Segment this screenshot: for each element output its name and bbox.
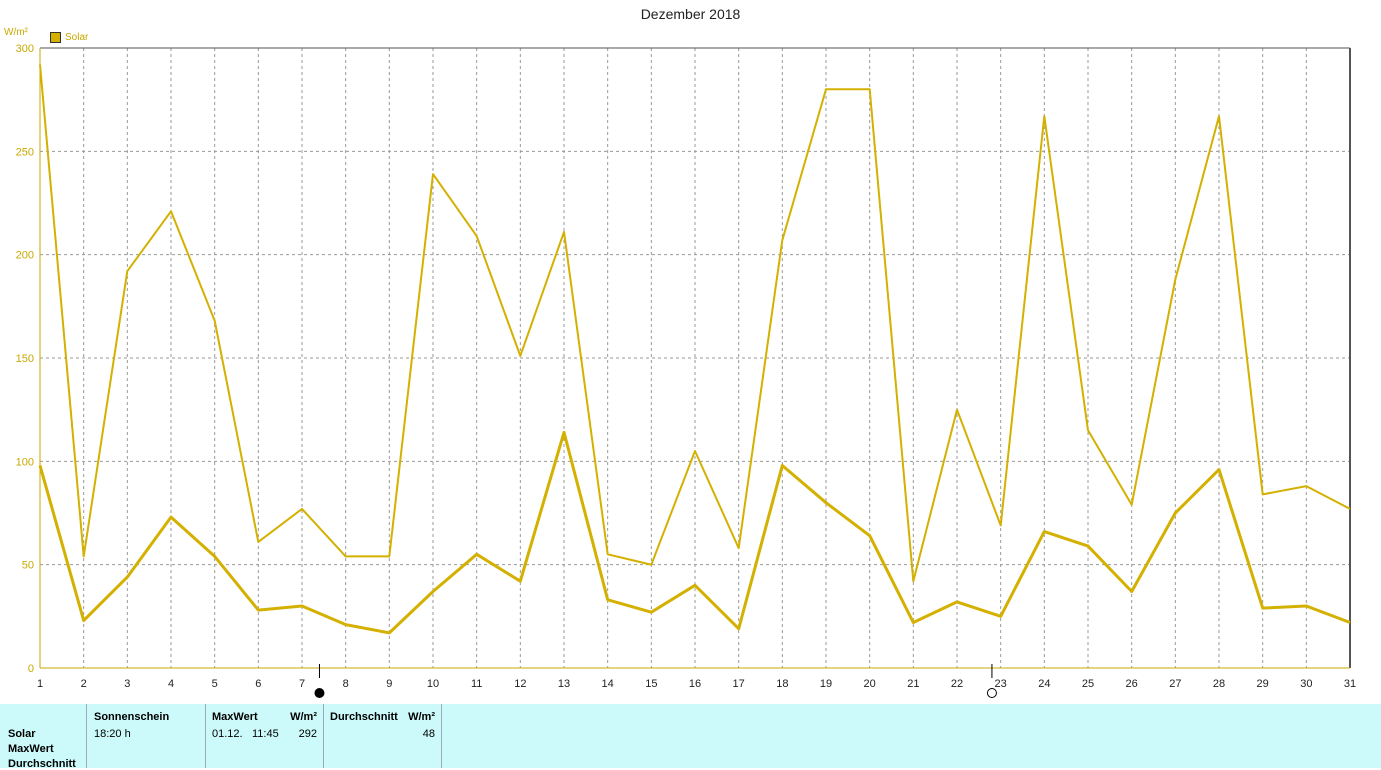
- y-tick-label: 250: [16, 146, 34, 158]
- x-tick-label: 21: [907, 678, 919, 690]
- x-tick-label: 31: [1344, 678, 1356, 690]
- x-tick-label: 4: [168, 678, 174, 690]
- x-tick-label: 23: [995, 678, 1007, 690]
- y-tick-label: 150: [16, 353, 34, 365]
- y-tick-label: 300: [16, 43, 34, 55]
- durchschnitt-unit: W/m²: [408, 711, 435, 723]
- x-tick-label: 20: [864, 678, 876, 690]
- x-tick-label: 7: [299, 678, 305, 690]
- x-tick-label: 17: [733, 678, 745, 690]
- series-line-maxwert: [39, 64, 1351, 583]
- x-tick-label: 25: [1082, 678, 1094, 690]
- x-tick-label: 1: [37, 678, 43, 690]
- x-tick-label: 10: [427, 678, 439, 690]
- series-line-durchschnitt: [38, 430, 1351, 635]
- durchschnitt-header: Durchschnitt: [330, 711, 398, 723]
- x-tick-label: 22: [951, 678, 963, 690]
- x-tick-label: 8: [343, 678, 349, 690]
- x-tick-label: 26: [1126, 678, 1138, 690]
- y-tick-labels: 0 50 100 150 200 250 300: [16, 43, 34, 675]
- x-tick-label: 5: [212, 678, 218, 690]
- x-tick-label: 18: [776, 678, 788, 690]
- x-tick-label: 28: [1213, 678, 1225, 690]
- x-tick-label: 3: [124, 678, 130, 690]
- maxwert-time: 11:45: [252, 728, 279, 740]
- x-tick-label: 12: [514, 678, 526, 690]
- x-tick-label: 16: [689, 678, 701, 690]
- summary-panel: Solar MaxWert Durchschnitt Sonnenschein …: [0, 704, 1381, 770]
- x-tick-label: 29: [1257, 678, 1269, 690]
- x-tick-label: 9: [386, 678, 392, 690]
- x-tick-label: 14: [602, 678, 614, 690]
- durchschnitt-column: Durchschnitt W/m² 48: [324, 704, 442, 768]
- x-tick-label: 2: [81, 678, 87, 690]
- row-labels: Solar MaxWert Durchschnitt: [0, 704, 87, 770]
- full-moon-icon: [986, 688, 997, 698]
- maxwert-unit: W/m²: [290, 711, 317, 723]
- x-tick-label: 6: [255, 678, 261, 690]
- chart-title: Dezember 2018: [640, 6, 741, 22]
- x-tick-label: 24: [1038, 678, 1050, 690]
- row-label-solar: Solar: [8, 728, 36, 740]
- row-label-durchschnitt: Durchschnitt: [8, 758, 76, 770]
- x-tick-label: 30: [1300, 678, 1312, 690]
- sonnenschein-column: Sonnenschein 18:20 h: [86, 704, 206, 768]
- x-tick-label: 15: [645, 678, 657, 690]
- moon-markers: [314, 664, 997, 698]
- y-tick-label: 50: [22, 560, 34, 572]
- durchschnitt-value: 48: [422, 728, 435, 740]
- legend-swatch: [50, 32, 61, 43]
- x-tick-label: 11: [471, 678, 482, 690]
- maxwert-column: MaxWert W/m² 01.12. 11:45 292: [206, 704, 324, 768]
- y-tick-label: 100: [16, 456, 34, 468]
- y-axis-unit: W/m²: [4, 27, 28, 38]
- maxwert-header: MaxWert: [212, 711, 258, 723]
- y-tick-label: 200: [16, 250, 34, 262]
- row-label-maxwert: MaxWert: [8, 743, 54, 755]
- new-moon-icon: [314, 688, 325, 698]
- legend-label: Solar: [65, 32, 89, 43]
- x-tick-labels: 1 2 3 4 5 6 7 8 9 10 11 12 13 14 15 16 17 18 19 20 21 22 23 24 2…: [37, 678, 1356, 690]
- sonnenschein-value: 18:20 h: [94, 728, 131, 740]
- legend: Solar: [50, 32, 88, 43]
- maxwert-value: 292: [298, 728, 317, 740]
- axes: [39, 47, 1351, 669]
- sonnenschein-header: Sonnenschein: [94, 711, 170, 723]
- maxwert-date: 01.12.: [212, 728, 243, 740]
- grid: [40, 48, 1350, 668]
- x-tick-label: 27: [1169, 678, 1181, 690]
- y-tick-label: 0: [28, 663, 34, 675]
- x-tick-label: 13: [558, 678, 570, 690]
- x-tick-label: 19: [820, 678, 832, 690]
- series-lines: [38, 64, 1351, 635]
